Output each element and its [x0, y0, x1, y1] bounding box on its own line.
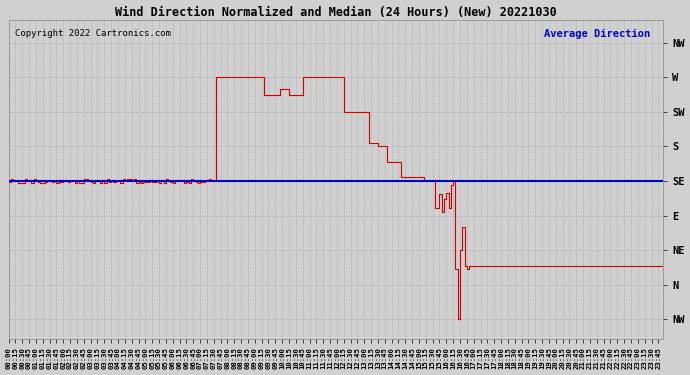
Text: Average Direction: Average Direction	[544, 29, 650, 39]
Text: Copyright 2022 Cartronics.com: Copyright 2022 Cartronics.com	[15, 29, 171, 38]
Title: Wind Direction Normalized and Median (24 Hours) (New) 20221030: Wind Direction Normalized and Median (24…	[115, 6, 557, 18]
